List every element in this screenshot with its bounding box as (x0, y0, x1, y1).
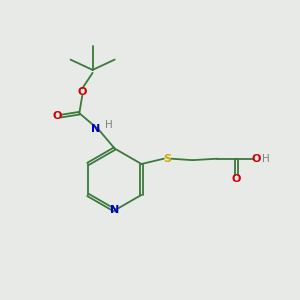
Text: O: O (252, 154, 261, 164)
Text: N: N (110, 206, 119, 215)
Text: O: O (52, 111, 62, 121)
Text: O: O (232, 174, 241, 184)
Text: S: S (164, 154, 171, 164)
Text: N: N (92, 124, 101, 134)
Text: H: H (105, 120, 113, 130)
Text: O: O (78, 87, 87, 97)
Text: H: H (262, 154, 270, 164)
